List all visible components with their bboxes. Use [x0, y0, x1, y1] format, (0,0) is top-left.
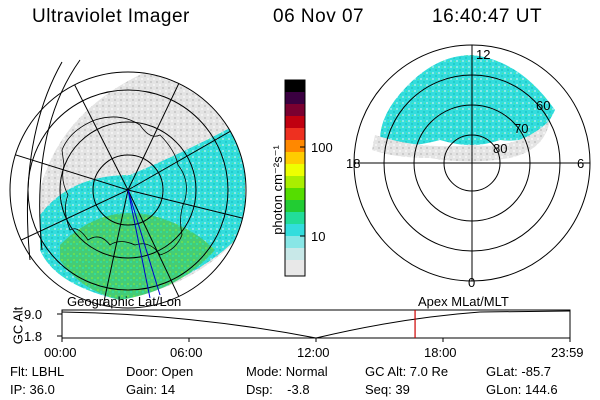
footer-filter: Flt: LBHL: [10, 364, 65, 379]
left-emission-image: [40, 72, 245, 300]
timeline-xtick-2: 12:00: [297, 345, 330, 360]
timeline-ytick-min: 1.8: [24, 329, 43, 344]
apex-caption: Apex MLat/MLT: [418, 294, 509, 309]
mlt-label-6: 6: [577, 156, 585, 171]
footer-mode: Mode: Normal: [246, 364, 328, 379]
footer-gc-alt: GC Alt: 7.0 Re: [365, 364, 449, 379]
mlat-label-70: 70: [514, 121, 529, 136]
mlt-label-12: 12: [476, 47, 491, 62]
footer-dsp: Dsp: -3.8: [246, 382, 310, 397]
left-outer-arcs: [26, 59, 81, 261]
mlt-label-18: 18: [346, 156, 361, 171]
timeline-ytick-max: 9.0: [24, 307, 43, 322]
time-label: 16:40:47 UT: [432, 6, 543, 27]
footer-ip: IP: 36.0: [10, 382, 55, 397]
right-mlat-grid: [353, 44, 591, 282]
geographic-caption: Geographic Lat/Lon: [67, 294, 182, 309]
altitude-timeline: [57, 309, 571, 342]
right-emission-image: [372, 55, 555, 162]
timeline-xtick-3: 18:00: [424, 345, 457, 360]
timeline-xtick-1: 06:00: [170, 345, 203, 360]
footer-seq: Seq: 39: [365, 382, 410, 397]
coastline: [61, 116, 187, 256]
timeline-xtick-0: 00:00: [44, 345, 77, 360]
colorbar-tick-100: 100: [311, 140, 333, 155]
colorbar-tick-10: 10: [311, 229, 326, 244]
mlat-label-80: 80: [493, 141, 508, 156]
colorbar-unit-label: photon cm⁻²s⁻¹: [270, 145, 285, 235]
mlat-label-60: 60: [536, 98, 551, 113]
footer-glat: GLat: -85.7: [486, 364, 552, 379]
footer-glon: GLon: 144.6: [486, 382, 558, 397]
colorbar: [284, 79, 306, 277]
footer-gain: Gain: 14: [126, 382, 176, 397]
footer-door: Door: Open: [126, 364, 194, 379]
mlt-label-0: 0: [468, 275, 476, 290]
instrument-title: Ultraviolet Imager: [32, 6, 190, 27]
left-frame: [9, 71, 247, 309]
timeline-xtick-4: 23:59: [551, 345, 584, 360]
date-label: 06 Nov 07: [273, 6, 365, 27]
left-meridian-lines: [127, 189, 161, 299]
